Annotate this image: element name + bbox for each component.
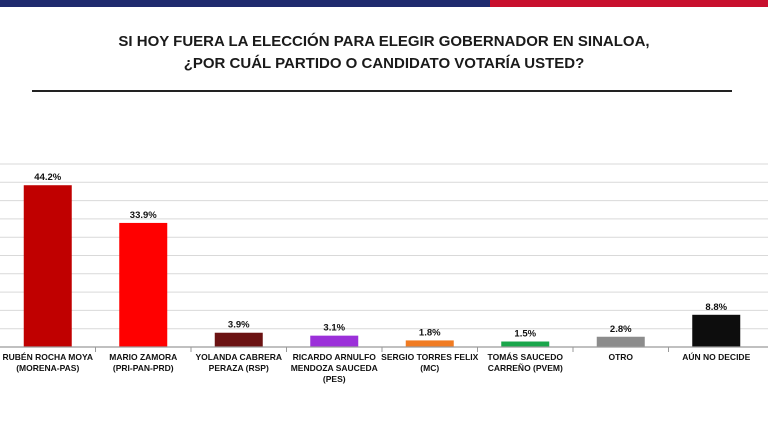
data-label: 8.8% [705, 302, 727, 313]
data-label: 1.8% [419, 327, 441, 338]
category-label-line: OTRO [608, 352, 633, 362]
category-label: RICARDO ARNULFO MENDOZA SAUCEDA (PES) [291, 352, 378, 384]
bar [119, 222, 168, 347]
category-label: TOMÁS SAUCEDO CARREÑO (PVEM) [488, 352, 564, 373]
category-label: MARIO ZAMORA (PRI-PAN-PRD) [109, 352, 177, 373]
category-label-line: YOLANDA CABRERA [195, 352, 282, 362]
gridlines [0, 163, 768, 330]
category-label-line: (MC) [420, 363, 439, 373]
category-label-line: (MORENA-PAS) [16, 363, 79, 373]
top-bar-red-segment [490, 0, 768, 7]
value-labels: 44.2% 33.9% 3.9% 3.1% 1.8% 1.5% 2.8% 8.8% [34, 172, 727, 339]
data-label: 2.8% [610, 324, 632, 335]
category-label-line: (PRI-PAN-PRD) [113, 363, 174, 373]
top-bar-blue-segment [0, 0, 490, 7]
category-label-line: CARREÑO (PVEM) [488, 363, 563, 373]
category-label-line: (PES) [323, 374, 346, 384]
bar [23, 185, 72, 347]
bar [214, 332, 263, 347]
category-label-line: AÚN NO DECIDE [682, 351, 750, 362]
data-label: 44.2% [34, 172, 61, 183]
category-label-line: MARIO ZAMORA [109, 352, 177, 362]
chart-title-line-2: ¿POR CUÁL PARTIDO O CANDIDATO VOTARÍA US… [183, 55, 585, 72]
category-label: RUBÉN ROCHA MOYA (MORENA-PAS) [2, 352, 93, 373]
category-label-line: SERGIO TORRES FELIX [381, 352, 478, 362]
category-label-line: TOMÁS SAUCEDO [488, 352, 564, 362]
chart-title: SI HOY FUERA LA ELECCIÓN PARA ELEGIR GOB… [60, 31, 708, 75]
bars [23, 185, 741, 347]
chart-title-line-1: SI HOY FUERA LA ELECCIÓN PARA ELEGIR GOB… [118, 33, 650, 50]
category-label: AÚN NO DECIDE [682, 351, 750, 362]
data-label: 1.5% [514, 329, 536, 340]
category-label-line: RICARDO ARNULFO [293, 352, 377, 362]
bar [310, 335, 359, 347]
data-label: 33.9% [130, 210, 157, 221]
category-label: SERGIO TORRES FELIX (MC) [381, 352, 478, 373]
bar [596, 336, 645, 347]
category-label-line: RUBÉN ROCHA MOYA [2, 352, 93, 362]
bar [405, 340, 454, 347]
x-axis [0, 346, 768, 352]
top-color-bar [0, 0, 768, 7]
category-label: YOLANDA CABRERA PERAZA (RSP) [195, 352, 282, 373]
category-label-line: MENDOZA SAUCEDA [291, 363, 378, 373]
category-label-line: PERAZA (RSP) [209, 363, 269, 373]
data-label: 3.9% [228, 320, 250, 331]
bar [692, 314, 741, 347]
category-label: OTRO [608, 352, 633, 362]
bar [501, 341, 550, 347]
category-labels: RUBÉN ROCHA MOYA (MORENA-PAS) MARIO ZAMORA… [2, 351, 750, 384]
title-underline [32, 90, 732, 92]
data-label: 3.1% [323, 323, 345, 334]
